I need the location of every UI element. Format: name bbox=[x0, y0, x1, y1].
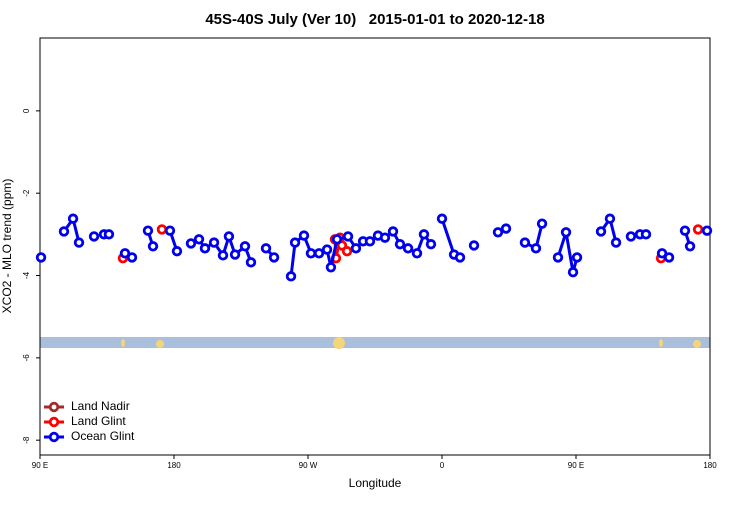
legend-marker bbox=[48, 416, 60, 428]
data-point bbox=[656, 248, 668, 259]
data-point bbox=[492, 227, 504, 238]
x-tick-label: 90 E bbox=[32, 461, 48, 470]
data-point bbox=[199, 243, 211, 254]
y-axis-label: XCO2 - MLO trend (ppm) bbox=[0, 179, 14, 314]
chart-title: 45S-40S July (Ver 10) 2015-01-01 to 2020… bbox=[205, 11, 544, 28]
data-point bbox=[58, 226, 70, 237]
data-point bbox=[454, 252, 466, 263]
data-point bbox=[193, 234, 205, 245]
legend-label: Ocean Glint bbox=[71, 429, 135, 443]
data-point bbox=[402, 243, 414, 254]
data-point bbox=[305, 248, 317, 259]
data-point bbox=[692, 224, 704, 235]
data-point bbox=[171, 246, 183, 257]
data-point bbox=[436, 213, 448, 224]
data-point bbox=[223, 231, 235, 242]
data-point bbox=[147, 241, 159, 252]
data-point bbox=[245, 257, 257, 268]
data-point bbox=[379, 232, 391, 243]
plot-frame bbox=[39, 37, 711, 456]
data-point bbox=[387, 226, 399, 237]
data-point bbox=[73, 237, 85, 248]
data-point bbox=[640, 229, 652, 240]
data-point bbox=[560, 227, 572, 238]
data-point bbox=[313, 248, 325, 259]
data-point bbox=[519, 237, 531, 248]
data-point bbox=[260, 243, 272, 254]
data-point bbox=[394, 239, 406, 250]
data-point bbox=[126, 252, 138, 263]
land-patch bbox=[693, 340, 701, 348]
data-point bbox=[119, 248, 131, 259]
data-point bbox=[567, 267, 579, 278]
data-point bbox=[341, 246, 353, 257]
data-point bbox=[625, 231, 637, 242]
x-tick-label: 180 bbox=[703, 461, 717, 470]
data-point bbox=[298, 230, 310, 241]
land-patch bbox=[659, 339, 663, 347]
data-point bbox=[552, 252, 564, 263]
data-point bbox=[701, 225, 713, 236]
data-point bbox=[239, 241, 251, 252]
y-tick-label: -2 bbox=[22, 189, 31, 197]
legend-label: Land Glint bbox=[71, 414, 126, 428]
data-point bbox=[156, 224, 168, 235]
data-point bbox=[684, 241, 696, 252]
y-tick-label: -4 bbox=[22, 271, 31, 279]
x-tick-label: 0 bbox=[440, 461, 445, 470]
x-tick-label: 180 bbox=[167, 461, 181, 470]
data-point bbox=[342, 231, 354, 242]
data-point bbox=[425, 239, 437, 250]
legend-marker bbox=[48, 431, 60, 443]
data-point bbox=[103, 229, 115, 240]
land-patch bbox=[121, 339, 125, 347]
data-point bbox=[164, 225, 176, 236]
data-point bbox=[325, 262, 337, 273]
data-point bbox=[350, 243, 362, 254]
data-point bbox=[331, 234, 343, 245]
data-point bbox=[468, 240, 480, 251]
data-point bbox=[35, 252, 47, 263]
data-point bbox=[208, 237, 220, 248]
land-patch bbox=[156, 340, 164, 348]
x-axis-label: Longitude bbox=[349, 476, 402, 490]
y-tick-label: -8 bbox=[22, 436, 31, 444]
data-point bbox=[364, 236, 376, 247]
y-tick-label: 0 bbox=[22, 108, 31, 113]
data-point bbox=[500, 223, 512, 234]
data-point bbox=[604, 213, 616, 224]
legend-label: Land Nadir bbox=[71, 399, 130, 413]
map-strip bbox=[40, 337, 710, 349]
data-point bbox=[67, 213, 79, 224]
data-point bbox=[571, 252, 583, 263]
ocean-strip bbox=[40, 337, 710, 348]
data-point bbox=[663, 252, 675, 263]
data-point bbox=[679, 225, 691, 236]
data-point bbox=[289, 237, 301, 248]
data-point bbox=[285, 271, 297, 282]
data-point bbox=[418, 229, 430, 240]
land-patch bbox=[333, 337, 345, 349]
data-point bbox=[268, 252, 280, 263]
legend-marker bbox=[48, 401, 60, 413]
data-point bbox=[411, 248, 423, 259]
data-point bbox=[185, 238, 197, 249]
data-point bbox=[536, 218, 548, 229]
data-point bbox=[610, 237, 622, 248]
series-line bbox=[556, 231, 579, 273]
data-point bbox=[321, 244, 333, 255]
data-point bbox=[88, 231, 100, 242]
data-point bbox=[217, 250, 229, 261]
data-point bbox=[530, 243, 542, 254]
y-tick-label: -6 bbox=[22, 354, 31, 362]
x-tick-label: 90 E bbox=[568, 461, 584, 470]
data-point bbox=[595, 226, 607, 237]
data-point bbox=[142, 225, 154, 236]
x-tick-label: 90 W bbox=[299, 461, 318, 470]
data-point bbox=[229, 249, 241, 260]
